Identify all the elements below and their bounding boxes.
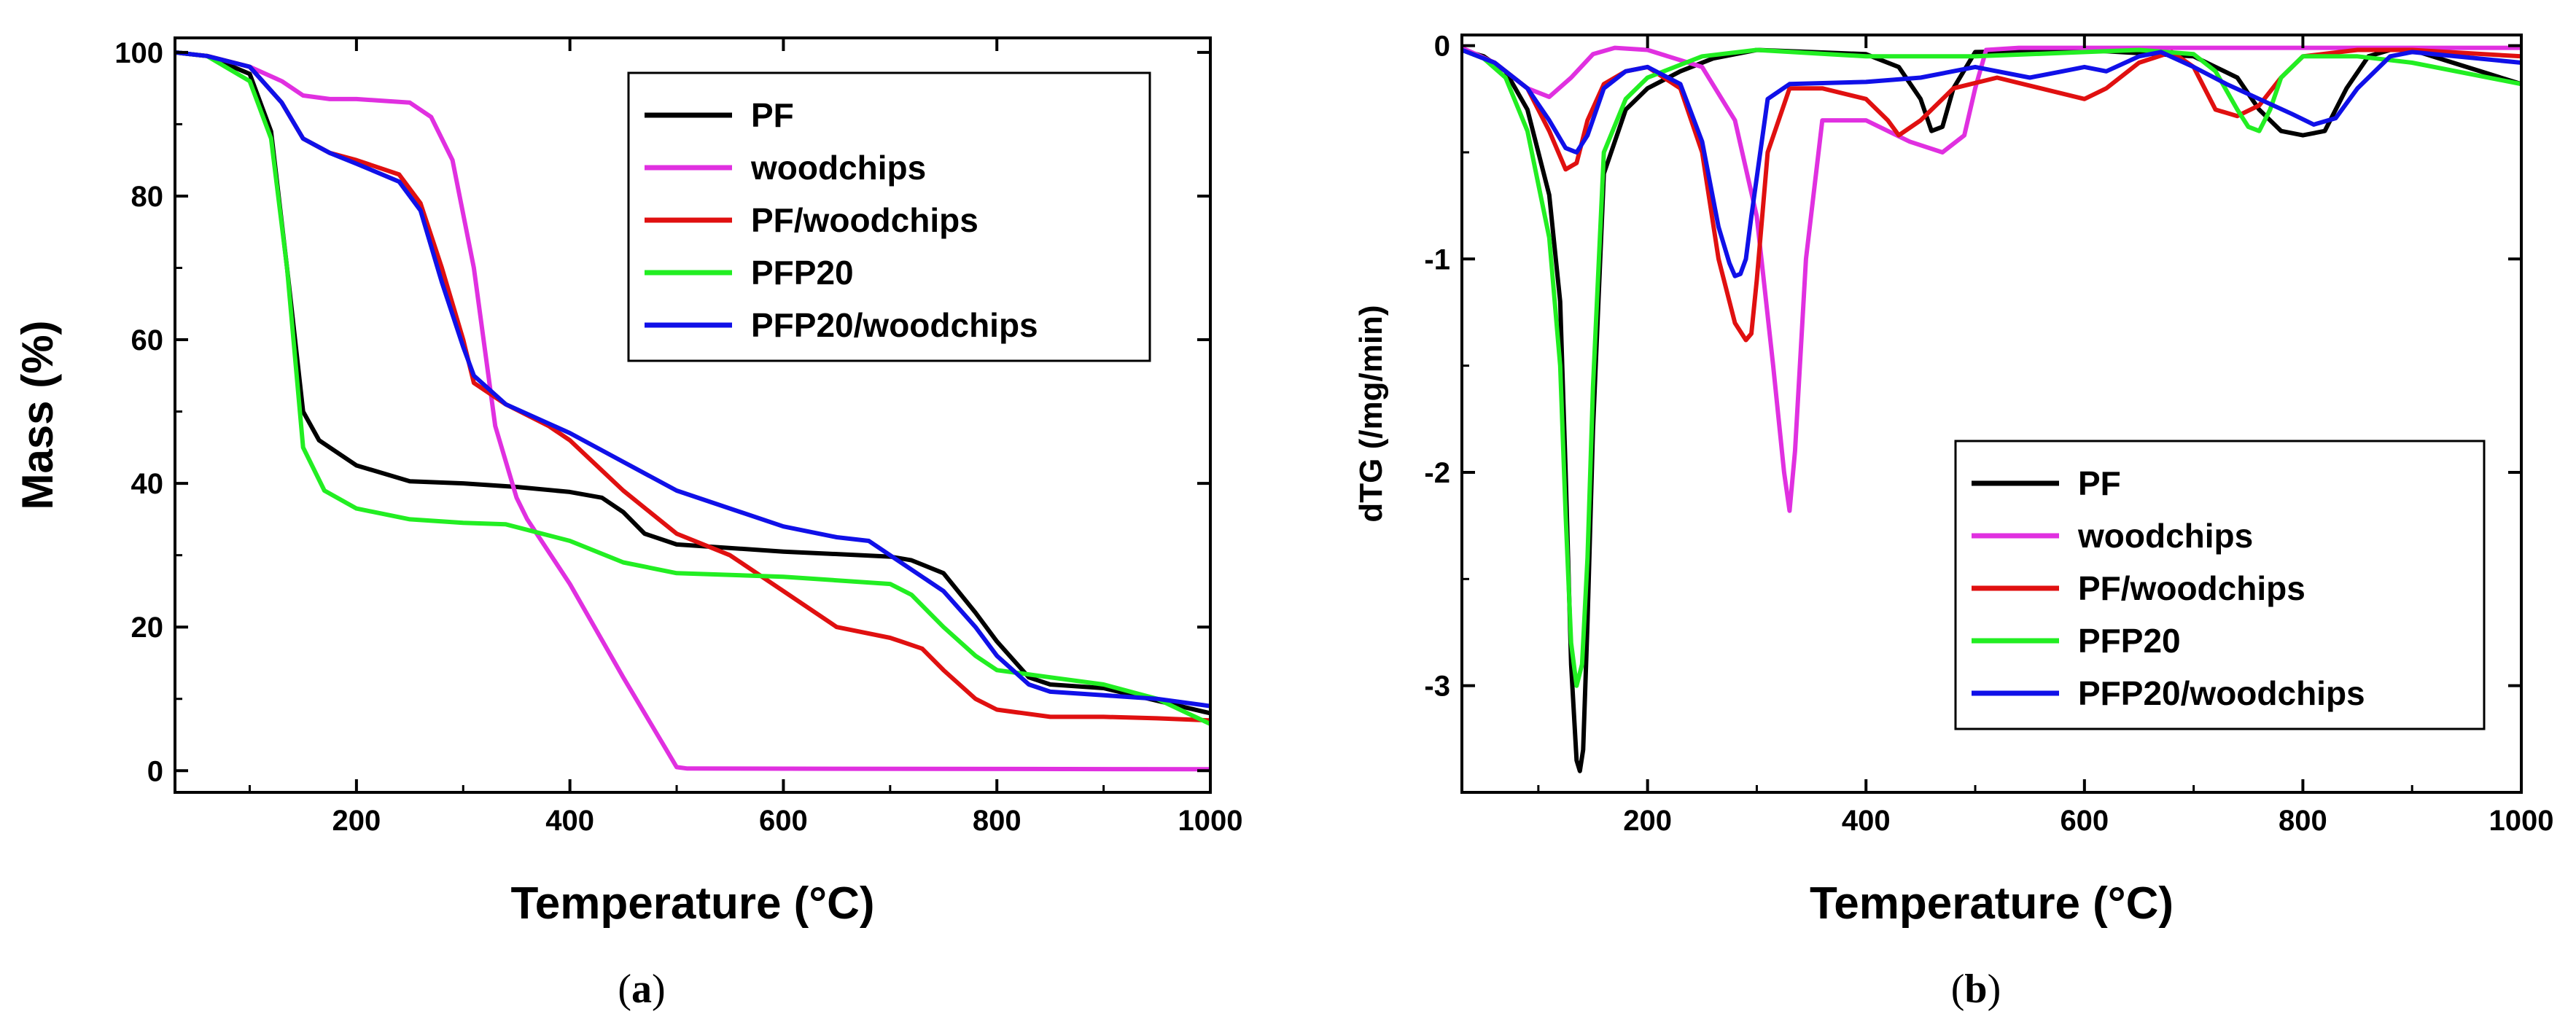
y-axis-label: Mass (%) <box>13 320 62 510</box>
y-tick-label: -2 <box>1424 457 1450 489</box>
y-axis-label: dTG (/mg/min) <box>1353 305 1389 522</box>
caption-letter: a <box>631 967 652 1012</box>
series-line-pfp20-woodchips <box>1462 47 2521 278</box>
legend-label-pfp20-woodchips: PFP20/woodchips <box>751 306 1038 344</box>
plot-frame <box>1460 34 2523 794</box>
x-tick-label: 200 <box>332 805 381 837</box>
caption-open: ( <box>618 967 631 1012</box>
y-tick-label: 80 <box>131 181 164 213</box>
legend-label-pf-woodchips: PF/woodchips <box>2078 569 2305 607</box>
legend-label-pfp20: PFP20 <box>751 254 854 292</box>
x-tick-label: 600 <box>759 805 808 837</box>
legend-label-pf: PF <box>751 96 794 134</box>
legend-label-pf: PF <box>2078 464 2121 502</box>
chart-panel-a: 200 400 600 800 1000 0 20 40 60 80 100 Temperature … <box>13 36 1243 1012</box>
series-line-pfp20 <box>175 50 1210 727</box>
x-tick-label: 1000 <box>2489 805 2554 837</box>
chart-panel-b: 200 400 600 800 1000 0 -1 -2 -3 Temperature (°C) d… <box>1353 31 2553 1012</box>
legend-label-pf-woodchips: PF/woodchips <box>751 201 978 239</box>
y-tick-label: -3 <box>1424 671 1450 703</box>
x-tick-label: 800 <box>973 805 1022 837</box>
y-tick-label: 100 <box>114 37 163 69</box>
caption-open: ( <box>1951 967 1965 1012</box>
series-line-pf-woodchips <box>1462 47 2521 343</box>
caption-letter: b <box>1964 967 1987 1012</box>
legend-box <box>627 71 1151 362</box>
y-tick-label: -1 <box>1424 243 1450 276</box>
caption-close: ) <box>1988 967 2001 1012</box>
x-tick-label: 1000 <box>1178 805 1243 837</box>
x-axis-label: Temperature (°C) <box>510 878 874 929</box>
legend-label-woodchips: woodchips <box>2077 517 2253 555</box>
y-tick-label: 60 <box>131 324 164 356</box>
caption-close: ) <box>652 967 666 1012</box>
x-tick-label: 400 <box>545 805 594 837</box>
y-tick-label: 0 <box>1434 31 1450 63</box>
series-line-woodchips <box>175 50 1210 772</box>
x-tick-label: 600 <box>2060 805 2109 837</box>
legend-label-woodchips: woodchips <box>750 149 926 187</box>
x-axis-label: Temperature (°C) <box>1810 878 2174 929</box>
series-line-pfp20-woodchips <box>175 50 1210 709</box>
series-line-pfp20 <box>1462 47 2521 688</box>
series-line-woodchips <box>1462 45 2521 513</box>
y-tick-label: 20 <box>131 612 164 644</box>
x-tick-label: 800 <box>2279 805 2327 837</box>
x-tick-label: 200 <box>1623 805 1672 837</box>
y-tick-label: 40 <box>131 468 164 500</box>
x-tick-label: 400 <box>1842 805 1891 837</box>
legend-label-pfp20: PFP20 <box>2078 622 2181 660</box>
panel-caption: (a) <box>618 967 665 1012</box>
plot-frame <box>174 36 1212 794</box>
legend-box <box>1954 440 2486 730</box>
y-tick-label: 0 <box>147 755 163 787</box>
legend-label-pfp20-woodchips: PFP20/woodchips <box>2078 674 2365 712</box>
panel-caption: (b) <box>1951 967 2001 1012</box>
